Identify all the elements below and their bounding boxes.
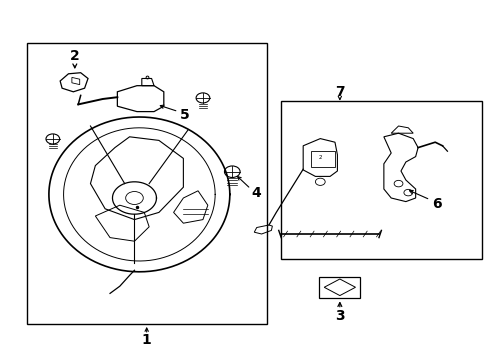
- Bar: [27, 43, 266, 324]
- Text: 4: 4: [251, 186, 261, 200]
- Bar: [281, 101, 481, 259]
- Text: 7: 7: [334, 85, 344, 99]
- Bar: [310, 151, 334, 167]
- Text: 2: 2: [318, 155, 322, 160]
- Text: 5: 5: [180, 108, 189, 122]
- Bar: [319, 277, 360, 298]
- Text: 6: 6: [431, 197, 441, 211]
- Text: 1: 1: [142, 333, 151, 347]
- Text: 3: 3: [334, 309, 344, 323]
- Text: 2: 2: [70, 49, 80, 63]
